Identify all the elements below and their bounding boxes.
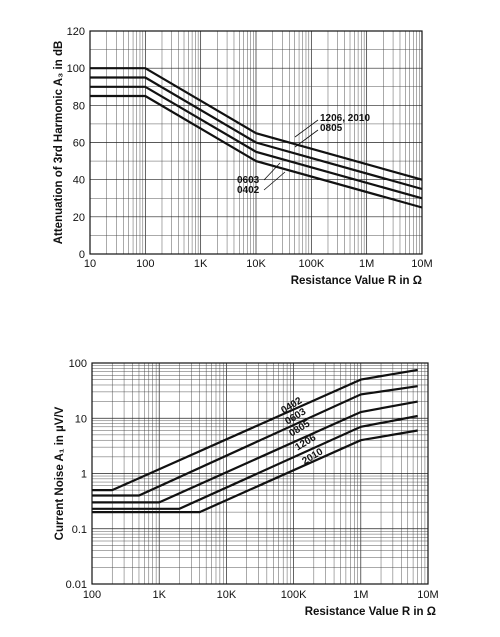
y-tick-label: 40 (73, 175, 85, 187)
y-tick-label: 100 (69, 358, 87, 370)
series-line-12062010 (90, 67, 423, 181)
series-label: 0402 (237, 185, 260, 196)
series-line-1206 (92, 414, 418, 510)
series-label: 0603 (237, 175, 260, 186)
x-tick-label: 10M (417, 589, 438, 601)
y-tick-label: 0.1 (72, 524, 87, 536)
series-label: 1206, 2010 (320, 113, 370, 124)
series-label: 0805 (320, 123, 343, 134)
plot-frame (89, 30, 423, 255)
y-tick-label: 10 (75, 413, 87, 425)
x-tick-label: 100 (136, 258, 154, 270)
x-tick-label: 10 (84, 258, 96, 270)
series-line-0603 (90, 85, 423, 200)
y-tick-label: 1 (81, 469, 87, 481)
y-tick-label: 60 (73, 138, 85, 150)
y-axis-label: Current Noise A₁ in µV/V (54, 406, 66, 540)
x-axis-label: Resistance Value R in Ω (291, 275, 422, 287)
plot-frame (91, 362, 429, 585)
x-tick-label: 1M (359, 258, 374, 270)
x-tick-label: 1M (353, 589, 368, 601)
y-tick-label: 100 (67, 63, 85, 75)
series-line-0805 (90, 76, 423, 191)
x-tick-label: 1K (194, 258, 208, 270)
series-leader-line (263, 162, 281, 181)
attenuation-chart: 10 100 1K 10K 100K 1M 10M 0 20 40 60 80 100 120 Resist… (53, 26, 433, 287)
series-leader-line (263, 171, 286, 191)
x-tick-label: 1K (152, 589, 166, 601)
x-tick-label: 10M (411, 258, 432, 270)
y-tick-label: 0.01 (66, 579, 87, 591)
series-line-2010 (92, 429, 418, 514)
y-tick-label: 20 (73, 212, 85, 224)
y-tick-label: 120 (67, 26, 85, 38)
x-tick-label: 100 (83, 589, 101, 601)
y-axis-label: Attenuation of 3rd Harmonic A₃ in dB (53, 41, 65, 245)
y-tick-label: 0 (79, 249, 85, 261)
series-line-0603 (92, 385, 418, 497)
current-noise-chart: 100 1K 10K 100K 1M 10M 0.01 0.1 1 10 100 Resistance… (54, 358, 439, 618)
x-axis-label: Resistance Value R in Ω (305, 606, 436, 618)
x-tick-label: 100K (298, 258, 324, 270)
series-line-0805 (92, 400, 418, 504)
x-tick-label: 10K (246, 258, 266, 270)
series-line-0402 (90, 94, 423, 209)
x-tick-label: 100K (281, 589, 307, 601)
series-leader-line (294, 129, 319, 148)
y-tick-label: 80 (73, 100, 85, 112)
series-leader-line (294, 119, 319, 138)
series-line-0402 (92, 368, 418, 492)
x-tick-label: 10K (217, 589, 237, 601)
